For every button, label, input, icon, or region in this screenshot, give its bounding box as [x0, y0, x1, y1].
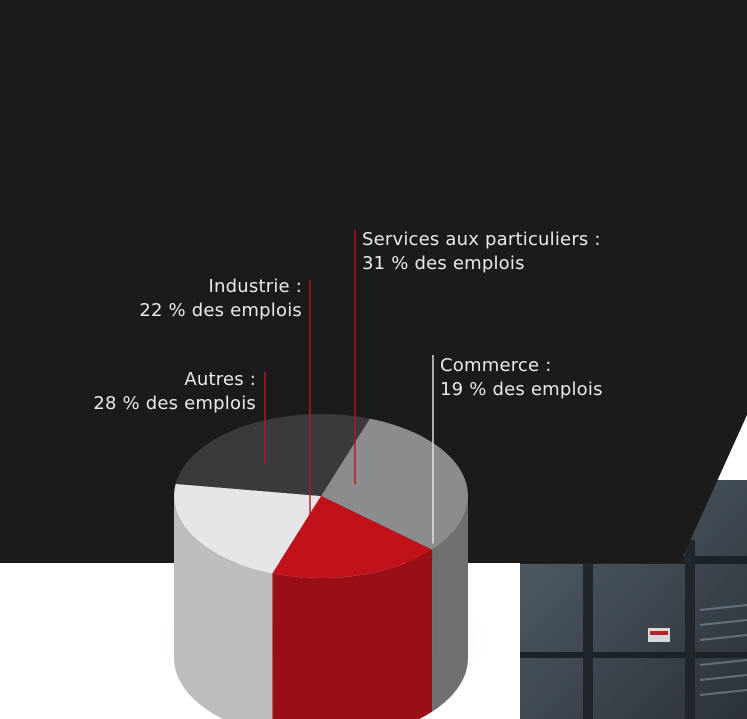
label-commerce: Commerce : 19 % des emplois [440, 354, 603, 402]
pie-side-industrie [174, 496, 273, 719]
label-commerce-value: 19 % des emplois [440, 379, 603, 400]
label-industrie-title: Industrie : [208, 276, 302, 297]
dark-panel [0, 0, 747, 563]
pie-side-commerce [272, 549, 433, 719]
pie-slice-industrie [173, 483, 321, 574]
pie-slice-autres [175, 414, 370, 496]
pie-slice-commerce [272, 496, 433, 578]
label-services: Services aux particuliers : 31 % des emp… [362, 228, 601, 276]
leader-lines [264, 230, 434, 544]
label-services-title: Services aux particuliers : [362, 229, 601, 250]
label-autres-title: Autres : [184, 369, 256, 390]
label-commerce-title: Commerce : [440, 355, 552, 376]
label-industrie: Industrie : 22 % des emplois [116, 275, 302, 323]
label-autres-value: 28 % des emplois [93, 393, 256, 414]
pie-sides [174, 496, 468, 719]
pie-top [173, 414, 468, 578]
label-services-value: 31 % des emplois [362, 253, 525, 274]
pie-slice-services-aux-particuliers [321, 418, 468, 550]
pie-side-services-aux-particuliers [432, 496, 468, 712]
label-autres: Autres : 28 % des emplois [66, 368, 256, 416]
label-industrie-value: 22 % des emplois [139, 300, 302, 321]
